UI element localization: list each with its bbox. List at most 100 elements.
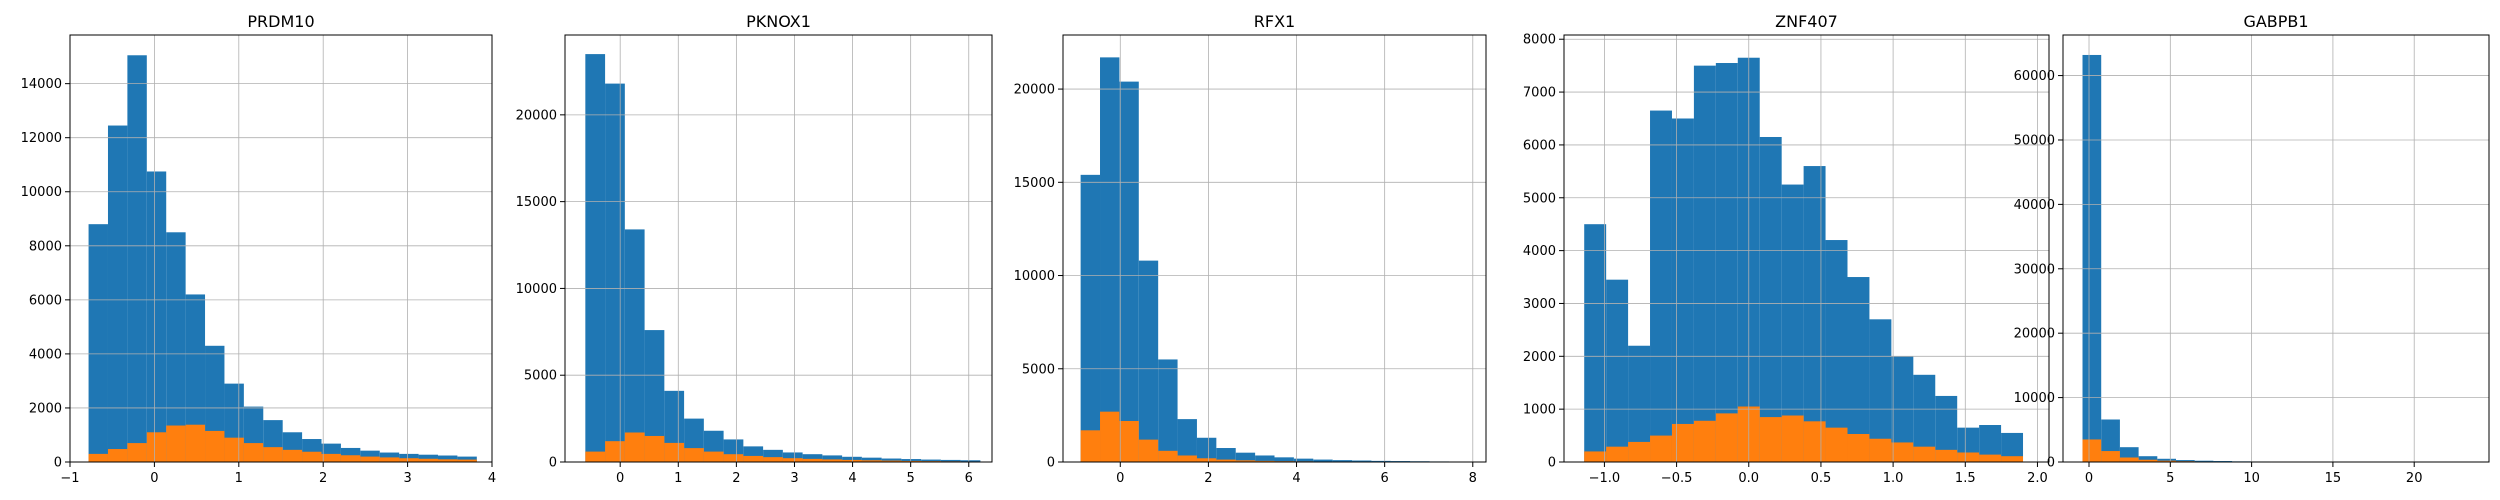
- histogram-bar: [1759, 417, 1782, 462]
- y-tick-label: 4000: [29, 347, 62, 362]
- x-tick-label: 2: [319, 471, 327, 486]
- histogram-bar: [1913, 374, 1936, 462]
- series-0: [585, 54, 981, 462]
- y-tick-label: 1000: [1523, 403, 1556, 418]
- histogram-bar: [379, 457, 400, 462]
- histogram-bar: [88, 453, 108, 462]
- histogram-bar: [644, 435, 665, 462]
- histogram-bar: [437, 459, 458, 462]
- histogram-bar: [1869, 438, 1892, 462]
- x-tick-label: 0.0: [1738, 471, 1759, 486]
- y-tick-label: 0: [54, 456, 62, 471]
- chart-title: GABPB1: [2243, 12, 2308, 31]
- panel-rfx1: 0 2 4 6 8 0 5000 10000 15000 20000 RFX1: [1014, 12, 1487, 486]
- histogram-bar: [605, 83, 625, 462]
- histogram-bar: [684, 448, 704, 462]
- histogram-bar: [1825, 240, 1848, 462]
- histogram-bar: [605, 441, 625, 462]
- histogram-bar: [960, 460, 981, 462]
- histogram-bar: [1158, 450, 1178, 462]
- axes-frame: [2062, 34, 2490, 463]
- histogram-bar: [1119, 81, 1139, 462]
- histogram-bar: [1759, 136, 1782, 462]
- histogram-bar: [881, 458, 902, 462]
- y-tick-label: 10000: [1014, 269, 1055, 284]
- histogram-bar: [107, 449, 128, 462]
- axes-frame: [1062, 34, 1487, 463]
- histogram-bar: [282, 449, 303, 462]
- histogram-bar: [1650, 110, 1672, 462]
- y-tick-label: 30000: [2014, 262, 2055, 277]
- histogram-bar: [940, 459, 961, 462]
- histogram-bar: [861, 460, 882, 462]
- histogram-bar: [1693, 65, 1716, 462]
- histogram-bar: [901, 459, 922, 462]
- y-tick-label: 6000: [1523, 138, 1556, 153]
- y-tick-label: 6000: [29, 293, 62, 308]
- y-tick-label: 50000: [2014, 133, 2055, 148]
- histogram-bar: [901, 460, 922, 462]
- histogram-bar: [802, 454, 823, 462]
- series-1: [1584, 406, 2024, 462]
- histogram-bar: [624, 229, 645, 462]
- histogram-bar: [1100, 411, 1120, 462]
- histogram-bar: [703, 451, 724, 462]
- histogram-bar: [1216, 459, 1236, 462]
- x-tick-label: 2: [732, 471, 740, 486]
- histogram-bar: [1781, 184, 1804, 462]
- x-tick-label: 8: [1469, 471, 1477, 486]
- histogram-bar: [1313, 459, 1333, 462]
- histogram-bar: [1803, 421, 1826, 462]
- histogram-bar: [1371, 460, 1391, 462]
- histogram-bar: [842, 456, 862, 462]
- y-tick-label: 10000: [21, 185, 62, 200]
- x-tick-label: 1.0: [1883, 471, 1904, 486]
- x-tick-label: 0: [1116, 471, 1124, 486]
- histogram-bar: [1628, 345, 1651, 462]
- histogram-bar: [861, 457, 882, 462]
- series-0: [1080, 57, 1469, 462]
- histogram-bar: [1080, 174, 1101, 462]
- x-tick-label: 0: [616, 471, 624, 486]
- histogram-bar: [224, 437, 244, 462]
- y-tick-label: 20000: [516, 108, 557, 123]
- histogram-bar: [1235, 460, 1256, 462]
- histogram-bar: [2176, 460, 2195, 462]
- histogram-bar: [802, 458, 823, 462]
- histogram-bar: [2157, 458, 2177, 462]
- histogram-bar: [1847, 433, 1870, 462]
- histogram-bar: [763, 457, 783, 462]
- y-tick-label: 3000: [1523, 297, 1556, 312]
- y-tick-label: 14000: [21, 77, 62, 92]
- histogram-bar: [2138, 456, 2158, 462]
- histogram-bar: [146, 171, 167, 462]
- x-tick-label: 0: [150, 471, 158, 486]
- histogram-bar: [624, 432, 645, 462]
- histogram-bar: [379, 452, 400, 462]
- chart-title: ZNF407: [1775, 12, 1838, 31]
- histogram-bar: [457, 459, 477, 462]
- histogram-bar: [664, 442, 685, 462]
- histogram-bar: [2082, 439, 2102, 462]
- histogram-bar: [437, 455, 458, 462]
- x-tick-label: 20: [2406, 471, 2423, 486]
- histogram-bar: [1158, 359, 1178, 462]
- histogram-bar: [723, 454, 744, 462]
- y-tick-label: 60000: [2014, 69, 2055, 84]
- y-tick-label: 8000: [1523, 33, 1556, 48]
- panel-gabpb1: 0 5 10 15 20 0 10000 20000 30000 40000 50000 60000 G…: [2014, 12, 2490, 486]
- histogram-bar: [360, 456, 380, 462]
- histogram-bar: [1177, 419, 1197, 462]
- y-tick-label: 15000: [516, 195, 557, 210]
- y-tick-label: 8000: [29, 239, 62, 254]
- y-tick-label: 7000: [1523, 86, 1556, 101]
- histogram-bar: [2119, 457, 2139, 462]
- histogram-bar: [1216, 448, 1236, 462]
- histogram-bar: [1235, 452, 1256, 462]
- histogram-bar: [782, 452, 803, 462]
- x-tick-label: 1: [674, 471, 682, 486]
- x-tick-label: −0.5: [1661, 471, 1693, 486]
- x-tick-label: 5: [2166, 471, 2174, 486]
- x-tick-label: 10: [2243, 471, 2260, 486]
- y-tick-label: 2000: [29, 401, 62, 416]
